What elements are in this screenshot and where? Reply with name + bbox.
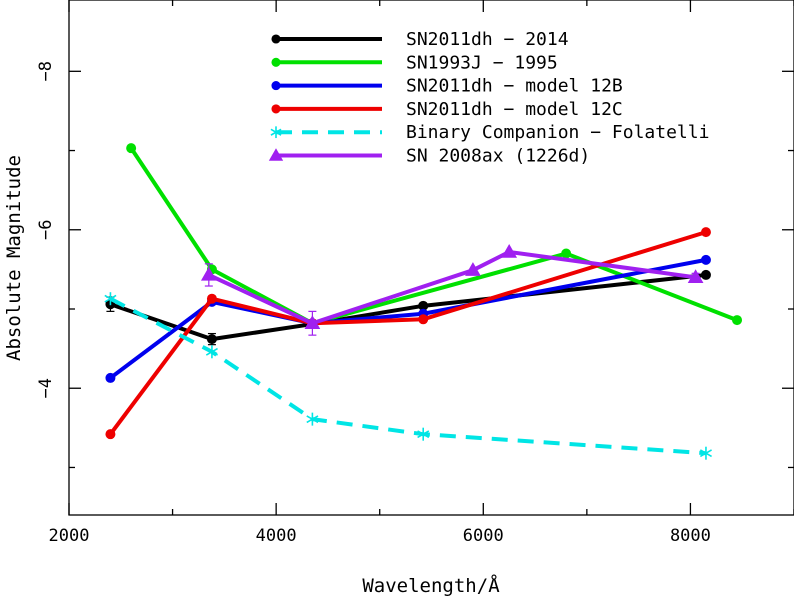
data-point — [200, 266, 217, 281]
data-point — [465, 262, 481, 276]
legend-item: SN2011dh − model 12B — [271, 76, 623, 97]
data-point — [271, 104, 281, 114]
data-point — [700, 269, 711, 280]
y-tick-label: −8 — [36, 61, 56, 81]
data-point — [270, 126, 282, 139]
data-point — [304, 315, 321, 330]
data-point — [700, 227, 711, 238]
data-point — [105, 429, 116, 440]
y-tick-label: −4 — [36, 378, 56, 398]
data-point — [271, 81, 281, 91]
data-point — [105, 372, 116, 383]
x-tick-label: 2000 — [49, 526, 90, 546]
series-0 — [105, 269, 711, 346]
plot-frame — [68, 0, 794, 516]
legend-item: SN2011dh − model 12C — [271, 99, 623, 120]
legend-item: Binary Companion − Folatelli — [270, 122, 709, 143]
series-layer — [104, 143, 743, 460]
legend-label: SN 2008ax (1226d) — [406, 146, 590, 167]
legend-label: SN2011dh − model 12B — [406, 76, 623, 97]
data-point — [561, 248, 572, 259]
data-point — [306, 412, 319, 426]
series-line — [207, 249, 696, 326]
x-tick-label: 8000 — [670, 526, 711, 546]
series-5 — [200, 243, 704, 336]
legend-item: SN 2008ax (1226d) — [268, 146, 590, 167]
data-point — [699, 446, 712, 460]
x-axis-title: Wavelength/Å — [362, 574, 500, 597]
series-4 — [104, 292, 712, 460]
legend-label: SN1993J − 1995 — [406, 52, 558, 73]
data-point — [501, 243, 518, 258]
data-point — [205, 345, 218, 359]
y-tick-label: −6 — [36, 220, 56, 240]
data-point — [104, 292, 117, 306]
x-axis-ticks: 2000 4000 6000 8000 — [49, 0, 794, 546]
legend-item: SN2011dh − 2014 — [271, 29, 569, 50]
data-point — [271, 57, 281, 67]
x-tick-label: 4000 — [256, 526, 297, 546]
legend-label: SN2011dh − model 12C — [406, 99, 623, 120]
series-line — [109, 296, 707, 456]
data-point — [271, 34, 281, 44]
legend-item: SN1993J − 1995 — [271, 52, 558, 73]
data-point — [700, 254, 711, 265]
data-point — [206, 293, 217, 304]
legend-label: SN2011dh − 2014 — [406, 29, 569, 50]
y-axis-title: Absolute Magnitude — [3, 155, 25, 361]
data-point — [268, 148, 284, 161]
y-axis-ticks: −4 −6 −8 — [36, 61, 794, 469]
series-line — [129, 147, 738, 326]
legend-label: Binary Companion − Folatelli — [406, 122, 709, 143]
data-point — [206, 334, 217, 345]
data-point — [417, 427, 430, 441]
data-point — [687, 269, 704, 284]
series-line — [109, 272, 707, 342]
data-point — [126, 143, 137, 154]
data-point — [732, 315, 743, 326]
x-tick-label: 6000 — [463, 526, 504, 546]
data-point — [418, 314, 429, 325]
